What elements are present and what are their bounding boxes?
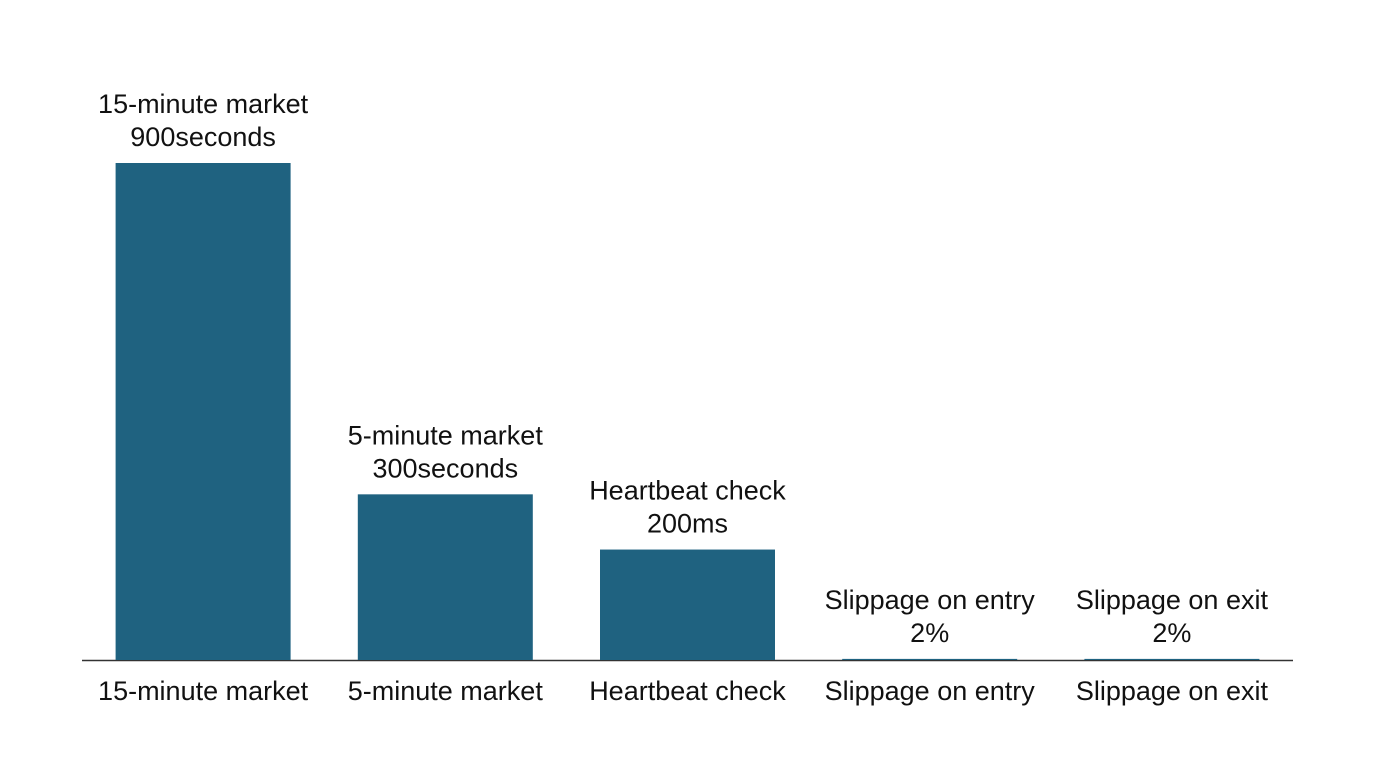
bar	[842, 658, 1018, 660]
value-label: 300seconds	[372, 453, 518, 483]
x-tick-label: 5-minute market	[348, 676, 544, 706]
x-tick-label: 15-minute market	[98, 676, 309, 706]
bar-label-name: 5-minute market	[348, 420, 544, 450]
bar	[115, 163, 291, 660]
bar-label-name: 15-minute market	[98, 89, 309, 119]
bar-label-name: Slippage on exit	[1076, 585, 1269, 615]
bar	[357, 494, 533, 660]
bar	[1084, 658, 1260, 660]
x-tick-label: Heartbeat check	[589, 676, 786, 706]
value-label: 900seconds	[130, 122, 276, 152]
value-label: 200ms	[647, 509, 728, 539]
value-label: 2%	[910, 618, 949, 648]
bar-label-name: Slippage on entry	[825, 585, 1036, 615]
bar	[600, 549, 775, 660]
value-label: 2%	[1152, 618, 1191, 648]
x-tick-label: Slippage on entry	[825, 676, 1036, 706]
x-tick-label: Slippage on exit	[1076, 676, 1269, 706]
bar-label-name: Heartbeat check	[589, 476, 786, 506]
